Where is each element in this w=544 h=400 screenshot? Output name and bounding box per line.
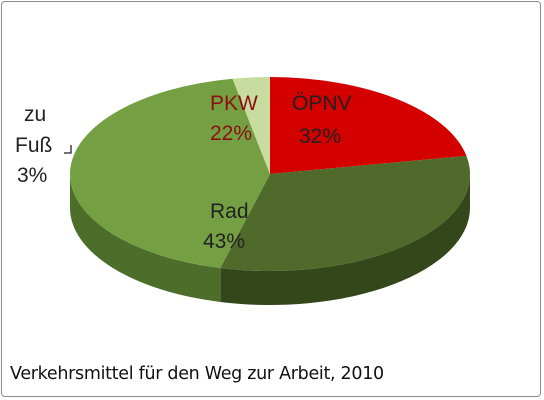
- pie-top-slices: [70, 77, 471, 271]
- slice-label-rad: Rad: [210, 200, 249, 223]
- slice-pkw: [270, 77, 467, 174]
- slice-opnv: [220, 155, 471, 271]
- slice-value-zu-fuss: 3%: [17, 164, 47, 187]
- slice-label-zu-fuss-line2: Fuß: [15, 134, 52, 157]
- slice-side-opnv: [220, 174, 470, 305]
- slice-value-rad: 43%: [203, 230, 245, 253]
- chart-title: Verkehrsmittel für den Weg zur Arbeit, 2…: [10, 364, 384, 384]
- slice-side-rad: [70, 174, 221, 302]
- slice-value-opnv: 32%: [299, 125, 341, 148]
- slice-label-opnv: ÖPNV: [292, 92, 352, 115]
- slice-rad: [70, 78, 270, 268]
- slice-label-pkw: PKW: [210, 92, 258, 115]
- pie-side-walls: [70, 174, 470, 305]
- slice-label-zu-fuss-line1: zu: [24, 103, 46, 126]
- slice-value-pkw: 22%: [210, 122, 252, 145]
- slice-zu-fuss: [232, 77, 270, 174]
- zu-fuss-leader-line: [64, 145, 72, 154]
